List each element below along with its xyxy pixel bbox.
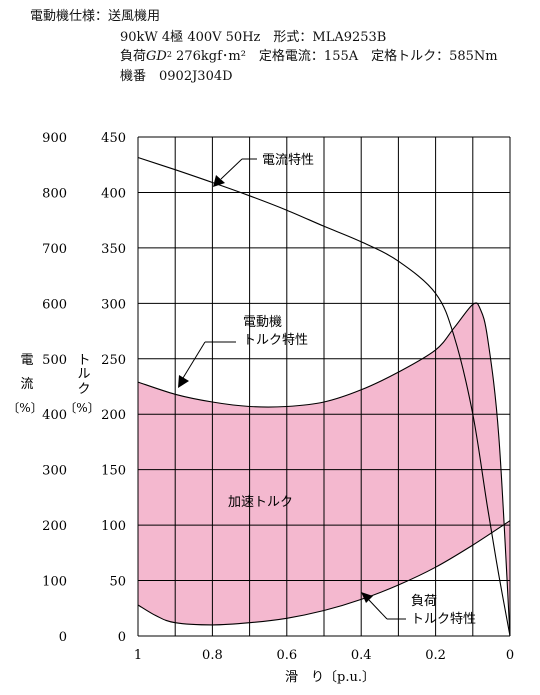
current-tick-label: 800 xyxy=(42,186,67,201)
torque-tick-label: 200 xyxy=(101,408,126,423)
x-axis-label: 滑 り〔p.u.〕 xyxy=(285,670,375,685)
torque-tick-label: 300 xyxy=(101,297,126,312)
current-axis-char-1: 電 xyxy=(20,353,33,368)
x-tick-label: 0.6 xyxy=(276,648,297,663)
current-tick-label: 200 xyxy=(42,519,67,534)
torque-tick-label: 50 xyxy=(109,575,126,590)
series-motor-torque-line xyxy=(137,302,511,637)
x-tick-label: 0.8 xyxy=(202,648,223,663)
annotation-current: 電流特性 xyxy=(213,153,314,187)
spec-gd-exponent: 2 xyxy=(166,50,172,59)
annotation-load-text-2: トルク特性 xyxy=(411,612,476,627)
current-tick-label: 300 xyxy=(42,464,67,479)
x-tick-label: 1 xyxy=(134,648,142,663)
current-axis-label: 電 流 〔%〕 xyxy=(7,353,42,415)
current-tick-label: 400 xyxy=(42,408,67,423)
annotation-motor-torque-text-2: トルク特性 xyxy=(243,333,308,348)
annotation-motor-torque: 電動機 トルク特性 xyxy=(178,315,308,388)
torque-axis-char-3: ク xyxy=(77,382,90,397)
torque-axis-unit: 〔%〕 xyxy=(64,401,99,415)
current-axis-char-2: 流 xyxy=(20,377,33,392)
torque-tick-label: 0 xyxy=(118,630,126,645)
torque-axis-char-2: ル xyxy=(77,367,90,382)
x-tick-label: 0.4 xyxy=(351,648,372,663)
spec-line-3: 機番 0902J304D xyxy=(120,69,233,84)
current-tick-label: 100 xyxy=(42,575,67,590)
motor-spec: 電動機仕様：送風機用 90kW 4極 400V 50Hz 形式：MLA9253B… xyxy=(0,0,540,120)
current-tick-label: 900 xyxy=(42,131,67,146)
annotation-load-text-1: 負荷 xyxy=(411,594,437,609)
torque-tick-label: 100 xyxy=(101,519,126,534)
torque-tick-label: 400 xyxy=(101,186,126,201)
annotation-acceleration-torque: 加速トルク xyxy=(228,495,293,510)
series-load-torque-line xyxy=(137,520,511,626)
x-tick-label: 0.2 xyxy=(425,648,446,663)
spec-line-2: 負荷GD2 276kgf･m² 定格電流：155A 定格トルク：585Nm xyxy=(120,49,498,65)
torque-tick-label: 150 xyxy=(101,464,126,479)
annotation-acceleration-text: 加速トルク xyxy=(228,495,293,510)
torque-tick-label: 350 xyxy=(101,242,126,257)
torque-tick-label: 250 xyxy=(101,353,126,368)
annotation-current-text: 電流特性 xyxy=(262,153,314,168)
spec-line-2-rest: 276kgf･m² 定格電流：155A 定格トルク：585Nm xyxy=(171,49,498,64)
annotation-load-torque: 負荷 トルク特性 xyxy=(361,592,476,627)
current-tick-label: 600 xyxy=(42,297,67,312)
current-axis-unit: 〔%〕 xyxy=(7,401,42,415)
current-tick-label: 700 xyxy=(42,242,67,257)
x-tick-label: 0 xyxy=(506,648,514,663)
spec-line-2-prefix: 負荷 xyxy=(120,49,147,64)
current-tick-label: 500 xyxy=(42,353,67,368)
current-tick-label: 0 xyxy=(59,630,67,645)
spec-line-1: 90kW 4極 400V 50Hz 形式：MLA9253B xyxy=(120,30,387,45)
torque-tick-label: 450 xyxy=(101,131,126,146)
torque-axis-char-1: ト xyxy=(77,353,90,368)
spec-title: 電動機仕様：送風機用 xyxy=(30,9,161,24)
torque-axis-label: ト ル ク 〔%〕 xyxy=(64,353,99,415)
annotation-motor-torque-text-1: 電動機 xyxy=(243,315,282,330)
axis-tick-labels: 1 0.8 0.6 0.4 0.2 001002003004005006007008009… xyxy=(42,131,514,663)
spec-gd-symbol: GD xyxy=(146,49,167,64)
chart-grid xyxy=(137,136,511,637)
